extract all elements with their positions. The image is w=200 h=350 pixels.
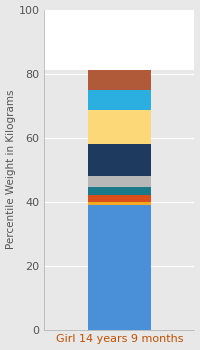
Bar (88, 187, 151, 195)
Bar (88, 144, 151, 176)
Bar (88, 205, 151, 330)
Bar (88, 90, 151, 110)
Bar (88, 70, 151, 90)
Bar (88, 176, 151, 187)
Bar (44, 9, 194, 70)
Y-axis label: Percentile Weight in Kilograms: Percentile Weight in Kilograms (6, 90, 16, 249)
Bar (88, 110, 151, 144)
Bar (88, 195, 151, 202)
Bar (88, 202, 151, 205)
